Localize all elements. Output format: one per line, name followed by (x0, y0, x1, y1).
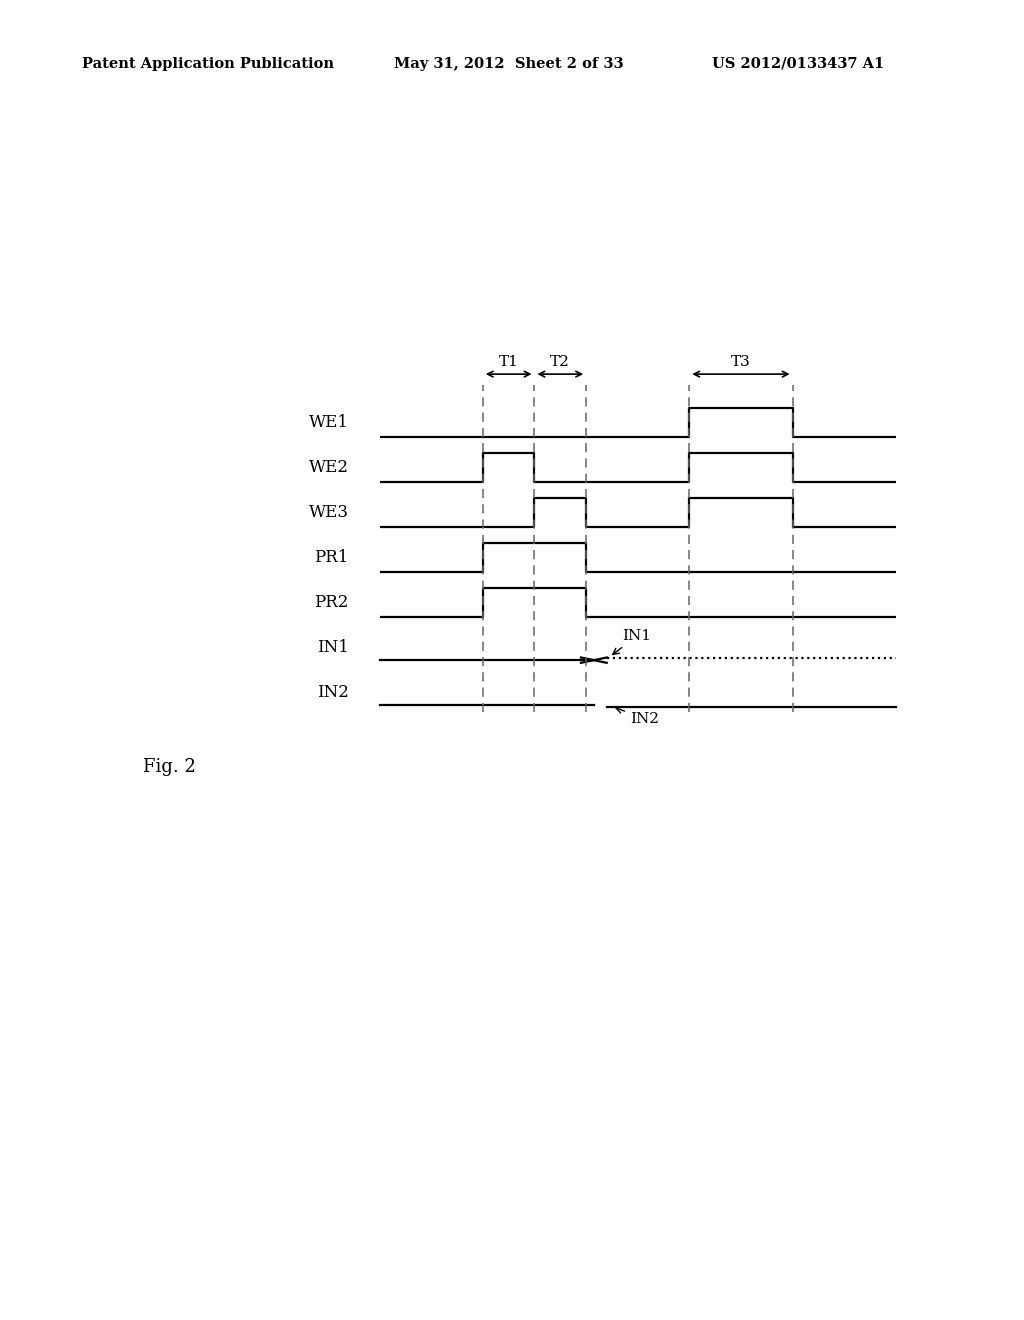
Text: PR2: PR2 (314, 594, 348, 611)
Text: T1: T1 (499, 355, 518, 370)
Text: PR1: PR1 (314, 549, 348, 566)
Text: IN2: IN2 (316, 684, 348, 701)
Text: T3: T3 (731, 355, 751, 370)
Text: T2: T2 (550, 355, 570, 370)
Text: IN2: IN2 (616, 708, 659, 726)
Text: US 2012/0133437 A1: US 2012/0133437 A1 (712, 57, 884, 71)
Text: Fig. 2: Fig. 2 (143, 758, 197, 776)
Text: WE3: WE3 (308, 504, 348, 520)
Text: Patent Application Publication: Patent Application Publication (82, 57, 334, 71)
Text: May 31, 2012  Sheet 2 of 33: May 31, 2012 Sheet 2 of 33 (394, 57, 624, 71)
Text: WE1: WE1 (308, 413, 348, 430)
Text: WE2: WE2 (308, 458, 348, 475)
Text: IN1: IN1 (316, 639, 348, 656)
Text: IN1: IN1 (612, 630, 651, 655)
